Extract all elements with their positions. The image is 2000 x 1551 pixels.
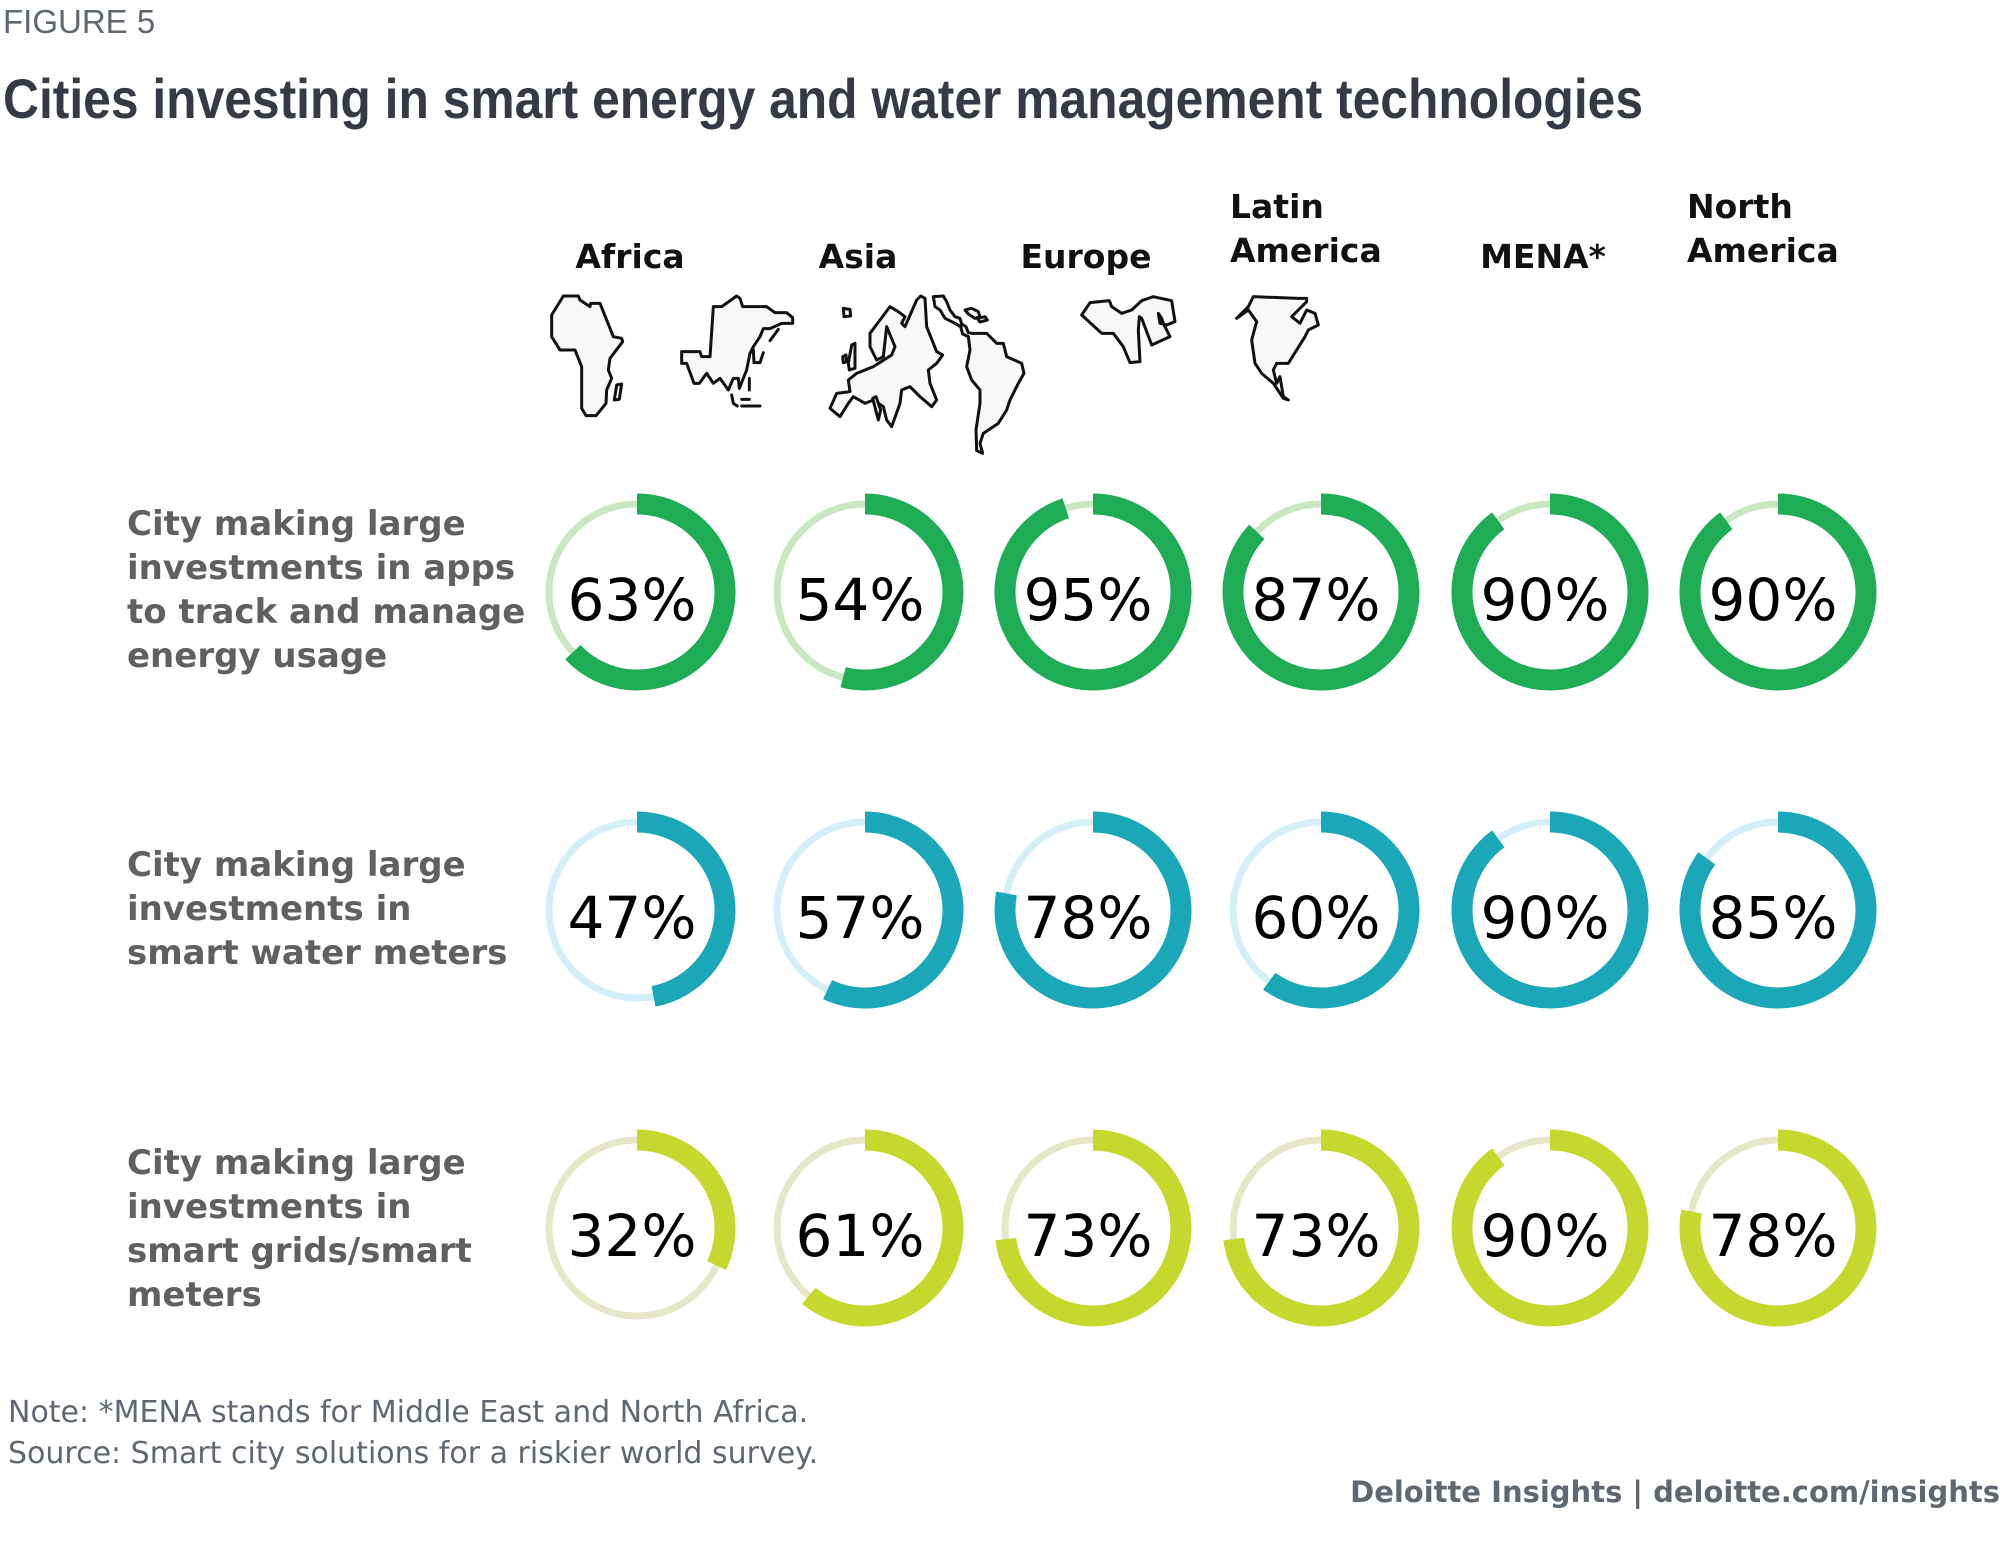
region-header-line: America: [1230, 231, 1382, 270]
row-label-line: smart water meters: [127, 933, 508, 973]
donut-value-label: 85%: [1709, 884, 1838, 952]
donut-africa-row-3: 32%: [545, 1129, 736, 1320]
donut-asia-row-1: 54%: [773, 493, 964, 691]
region-header-text: Africa: [575, 237, 684, 276]
donut-value-label: 73%: [1024, 1202, 1153, 1270]
donut-value-label: 32%: [568, 1202, 697, 1270]
source-text: Source: Smart city solutions for a riski…: [8, 1436, 818, 1471]
donut-value-label: 54%: [796, 566, 925, 634]
donut-asia-row-2: 57%: [773, 811, 964, 1009]
region-header-mena: MENA*: [1480, 237, 1606, 276]
donut-value-label: 73%: [1252, 1202, 1381, 1270]
region-header-line: North: [1687, 187, 1793, 226]
donut-north-america-row-1: 90%: [1679, 493, 1877, 691]
donut-arc: [1679, 811, 1877, 1009]
africa-map-icon: [550, 294, 625, 418]
donut-mena-row-3: 90%: [1451, 1129, 1649, 1327]
donut-arc: [636, 811, 736, 1007]
donut-value-label: 63%: [568, 566, 697, 634]
row-label-line: investments in: [127, 1187, 411, 1227]
donut-latin-america-row-1: 87%: [1222, 493, 1420, 691]
donut-north-america-row-2: 85%: [1679, 811, 1877, 1009]
region-header-line: Latin: [1230, 187, 1324, 226]
region-headers: Africa Asia Europe Latin America MENA* North Am…: [575, 187, 1838, 276]
region-header-text: Europe: [1021, 237, 1152, 276]
donut-arc: [565, 493, 736, 691]
donut-arc: [1222, 493, 1420, 691]
mena-map-icon: [1080, 295, 1177, 365]
donut-value-label: 95%: [1024, 566, 1153, 634]
donut-africa-row-2: 47%: [545, 811, 736, 1007]
donut-value-label: 90%: [1481, 566, 1610, 634]
donut-value-label: 60%: [1252, 884, 1381, 952]
donut-arc: [1263, 811, 1420, 1009]
row-label-line: investments in: [127, 889, 411, 929]
region-header-africa: Africa: [575, 237, 684, 276]
donut-arc: [995, 1129, 1192, 1327]
region-header-text: Asia: [819, 237, 898, 276]
donut-arc: [1451, 493, 1649, 691]
donut-arc: [1223, 1129, 1420, 1327]
latin-america-map-icon: [931, 294, 1026, 455]
region-header-text: MENA*: [1480, 237, 1606, 276]
donut-arc: [802, 1129, 964, 1327]
row-label-line: meters: [127, 1275, 262, 1315]
donut-europe-row-1: 95%: [994, 493, 1192, 691]
row-label-line: City making large: [127, 504, 466, 544]
north-america-map-icon: [1235, 295, 1320, 402]
europe-map-icon: [828, 294, 945, 429]
row-label-line: to track and manage: [127, 592, 525, 632]
donut-europe-row-3: 73%: [995, 1129, 1192, 1327]
donut-grid: 63% 54% 95% 87% 90% 90% 47% 57% 78% 60% 90% 85% 32% 6…: [545, 493, 1877, 1327]
donut-arc: [840, 493, 964, 691]
brand-footer: Deloitte Insights | deloitte.com/insight…: [1350, 1475, 2000, 1509]
donut-value-label: 90%: [1481, 884, 1610, 952]
donut-arc: [994, 811, 1192, 1009]
region-header-north-america: North America: [1687, 187, 1839, 270]
donut-arc: [994, 493, 1192, 691]
row-label-line: City making large: [127, 1143, 466, 1183]
region-header-line: America: [1687, 231, 1839, 270]
note-text: Note: *MENA stands for Middle East and N…: [8, 1395, 808, 1430]
donut-value-label: 57%: [796, 884, 925, 952]
donut-value-label: 90%: [1481, 1202, 1610, 1270]
donut-arc: [1451, 1129, 1649, 1327]
row-label-line: energy usage: [127, 636, 387, 676]
donut-arc: [823, 811, 964, 1009]
donut-asia-row-3: 61%: [773, 1129, 964, 1327]
donut-latin-america-row-2: 60%: [1229, 811, 1420, 1009]
donut-arc: [1679, 493, 1877, 691]
asia-map-icon: [680, 294, 795, 408]
region-header-asia: Asia: [819, 237, 898, 276]
donut-latin-america-row-3: 73%: [1223, 1129, 1420, 1327]
donut-europe-row-2: 78%: [994, 811, 1192, 1009]
row-label-line: City making large: [127, 845, 466, 885]
region-header-europe: Europe: [1021, 237, 1152, 276]
row-label-line: investments in apps: [127, 548, 515, 588]
row-label-line: smart grids/smart: [127, 1231, 472, 1271]
chart-title: Cities investing in smart energy and wat…: [3, 67, 1643, 130]
donut-arc: [1451, 811, 1649, 1009]
donut-value-label: 87%: [1252, 566, 1381, 634]
donut-value-label: 78%: [1024, 884, 1153, 952]
donut-north-america-row-3: 78%: [1679, 1129, 1877, 1327]
donut-value-label: 78%: [1709, 1202, 1838, 1270]
donut-arc: [636, 1129, 736, 1270]
donut-value-label: 61%: [796, 1202, 925, 1270]
donut-mena-row-2: 90%: [1451, 811, 1649, 1009]
donut-value-label: 47%: [568, 884, 697, 952]
donut-mena-row-1: 90%: [1451, 493, 1649, 691]
donut-value-label: 90%: [1709, 566, 1838, 634]
donut-africa-row-1: 63%: [545, 493, 736, 691]
region-header-latin-america: Latin America: [1230, 187, 1382, 270]
figure-label: FIGURE 5: [3, 3, 155, 40]
donut-arc: [1679, 1129, 1877, 1327]
